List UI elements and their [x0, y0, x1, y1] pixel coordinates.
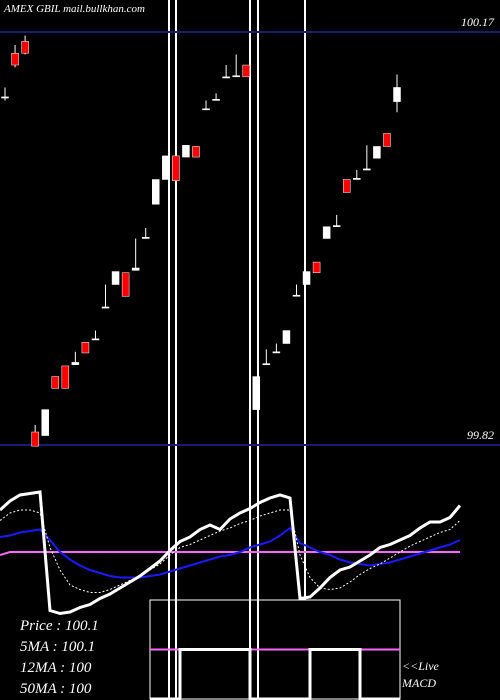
- indicator-line: [0, 526, 461, 579]
- candle-body: [312, 261, 321, 273]
- legend-entry: 50MA : 100: [20, 681, 92, 697]
- candle-body: [322, 226, 331, 239]
- candle-body: [81, 342, 90, 354]
- candle-body: [41, 409, 49, 436]
- candle-body: [363, 168, 371, 171]
- candle-body: [61, 365, 70, 389]
- indicator-line: [0, 509, 461, 593]
- macd-label: MACD: [401, 676, 436, 690]
- candle-body: [212, 99, 220, 101]
- candle-body: [172, 155, 180, 181]
- candle-body: [202, 108, 210, 111]
- candle-body: [262, 363, 271, 366]
- candle-body: [141, 237, 150, 239]
- price-label: 100.17: [461, 15, 495, 29]
- candle-body: [282, 330, 291, 344]
- candle-body: [192, 146, 200, 158]
- candle-body: [242, 64, 250, 78]
- candle-body: [111, 271, 120, 285]
- candle-body: [353, 178, 361, 180]
- candle-body: [373, 146, 381, 159]
- candle-body: [232, 75, 240, 78]
- candle-body: [131, 267, 140, 271]
- candle-body: [252, 376, 261, 410]
- indicator-line: [0, 490, 462, 616]
- candle-body: [11, 52, 19, 66]
- indicator-line: [0, 551, 460, 556]
- candle-body: [71, 362, 80, 366]
- candle-body: [182, 145, 190, 158]
- candle-body: [393, 87, 401, 102]
- candle-body: [91, 338, 100, 341]
- candle-body: [292, 294, 301, 297]
- chart-title: AMEX GBIL mail.bullkhan.com: [3, 3, 145, 15]
- candle-body: [162, 155, 170, 180]
- candle-body: [121, 272, 130, 297]
- candle-body: [152, 179, 160, 205]
- signal-lines: [168, 0, 306, 700]
- macd-label: <<Live: [402, 659, 440, 673]
- candle-body: [101, 306, 110, 309]
- candle-body: [222, 76, 230, 79]
- candle-body: [1, 96, 9, 99]
- macd-line: [150, 648, 400, 700]
- legend-entry: 12MA : 100: [20, 660, 92, 676]
- candle-body: [302, 271, 311, 285]
- candle-body: [51, 376, 60, 389]
- price-label: 99.82: [467, 428, 494, 442]
- legend-entry: 5MA : 100.1: [20, 639, 95, 655]
- candle-body: [342, 179, 351, 193]
- candle-body: [332, 225, 341, 227]
- candle-body: [383, 133, 391, 147]
- legend-entry: Price : 100.1: [19, 618, 99, 634]
- candle-body: [272, 351, 281, 354]
- candle-body: [21, 41, 29, 54]
- candle-body: [31, 431, 39, 447]
